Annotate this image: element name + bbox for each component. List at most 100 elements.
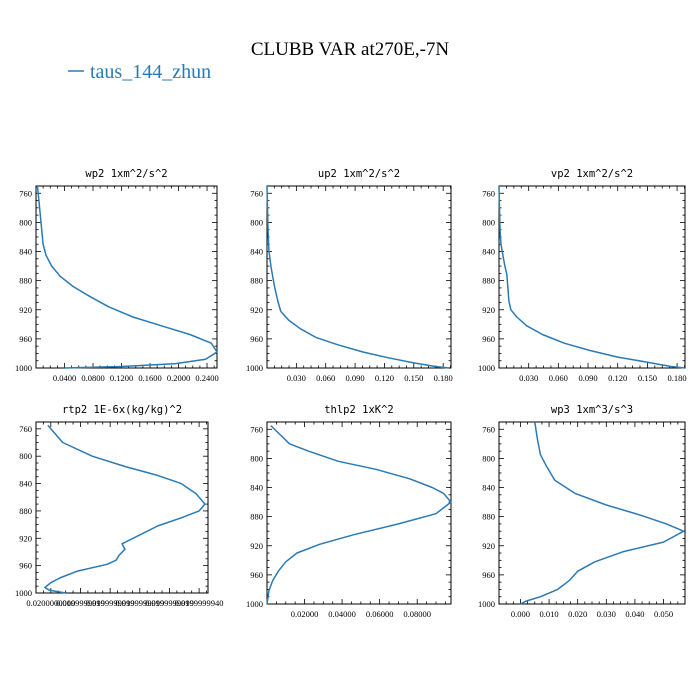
y-tick-label: 840: [482, 247, 495, 257]
y-tick-label: 1000: [478, 363, 495, 373]
y-tick-label: 880: [250, 276, 263, 286]
panels: wp2 1xm^2/s^2 760 800 840 880 920 960 1000 0.040…: [15, 168, 687, 619]
x-tick-label: 0.020: [568, 609, 587, 619]
x-tick-label: 0.0400: [53, 373, 76, 383]
series-line: [266, 425, 452, 605]
x-tick-label: 0.04000: [328, 609, 356, 619]
x-tick-label: 0.120: [375, 373, 394, 383]
y-tick-label: 880: [482, 276, 495, 286]
x-tick-label: 0.0199999940: [175, 598, 224, 608]
series-line: [266, 185, 450, 369]
panel-title: wp3 1xm^3/s^3: [551, 404, 633, 416]
x-tick-label: 0.180: [434, 373, 453, 383]
x-tick-label: 0.0200000000: [26, 598, 75, 608]
x-tick-label: 0.120: [608, 373, 627, 383]
panel-title: vp2 1xm^2/s^2: [551, 168, 633, 180]
y-tick-label: 960: [250, 570, 263, 580]
y-tick-label: 920: [250, 305, 263, 315]
y-tick-label: 920: [19, 305, 32, 315]
y-tick-label: 920: [19, 533, 32, 543]
x-tick-label: 0.050: [654, 609, 673, 619]
series-line: [498, 185, 686, 369]
x-tick-label: 0.02000: [291, 609, 319, 619]
y-tick-label: 840: [19, 247, 32, 257]
y-tick-label: 920: [482, 305, 495, 315]
x-tick-label: 0.060: [316, 373, 335, 383]
x-tick-label: 0.000: [511, 609, 530, 619]
y-tick-label: 800: [482, 453, 495, 463]
panel-4: rtp2 1E-6x(kg/kg)^2 760 800 840 880 920 960 100…: [15, 404, 224, 608]
y-tick-label: 800: [19, 451, 32, 461]
y-tick-label: 760: [250, 188, 263, 198]
plot-frame: [266, 421, 452, 605]
y-tick-label: 760: [19, 188, 32, 198]
x-tick-label: 0.0800: [81, 373, 104, 383]
y-tick-label: 760: [482, 424, 495, 434]
y-tick-label: 1000: [246, 363, 263, 373]
y-tick-label: 840: [250, 247, 263, 257]
plot-frame: [35, 421, 209, 594]
y-tick-label: 880: [19, 276, 32, 286]
y-tick-label: 880: [19, 506, 32, 516]
y-tick-label: 880: [482, 512, 495, 522]
x-tick-label: 0.0199999999: [115, 598, 164, 608]
plot-frame: [35, 185, 218, 369]
panel-6: wp3 1xm^3/s^3 760 800 840 880 920 960 1000 0.000…: [478, 404, 686, 619]
y-tick-label: 920: [250, 541, 263, 551]
y-tick-label: 960: [482, 334, 495, 344]
y-tick-label: 840: [482, 483, 495, 493]
x-tick-label: 0.060: [549, 373, 568, 383]
x-tick-label: 0.06000: [366, 609, 394, 619]
y-tick-label: 960: [482, 570, 495, 580]
x-tick-label: 0.030: [287, 373, 306, 383]
y-tick-label: 1000: [15, 588, 32, 598]
y-tick-label: 760: [19, 424, 32, 434]
series-line: [36, 185, 218, 369]
x-tick-label: 0.0199999999: [145, 598, 194, 608]
x-tick-label: 0.150: [638, 373, 657, 383]
x-tick-label: 0.2000: [167, 373, 190, 383]
x-tick-label: 0.1200: [110, 373, 133, 383]
y-tick-label: 960: [19, 334, 32, 344]
x-tick-label: 0.030: [597, 609, 616, 619]
y-tick-label: 840: [250, 483, 263, 493]
plot-frame: [498, 421, 686, 605]
panel-title: rtp2 1E-6x(kg/kg)^2: [62, 404, 182, 416]
y-tick-label: 760: [482, 188, 495, 198]
plot-frame: [266, 185, 452, 369]
series-line: [44, 424, 206, 594]
y-tick-label: 800: [250, 453, 263, 463]
figure-title: CLUBB VAR at270E,-7N: [251, 39, 450, 60]
legend: taus_144_zhun: [68, 61, 211, 83]
y-tick-label: 840: [19, 479, 32, 489]
y-tick-label: 800: [19, 217, 32, 227]
y-tick-label: 1000: [246, 599, 263, 609]
y-tick-label: 920: [482, 541, 495, 551]
legend-label: taus_144_zhun: [90, 61, 211, 83]
y-tick-label: 960: [19, 561, 32, 571]
y-tick-label: 1000: [478, 599, 495, 609]
x-tick-label: 0.040: [625, 609, 644, 619]
y-tick-label: 800: [250, 217, 263, 227]
panel-title: up2 1xm^2/s^2: [318, 168, 400, 180]
x-tick-label: 0.0199999999: [86, 598, 135, 608]
panel-title: thlp2 1xK^2: [324, 404, 394, 416]
x-tick-label: 0.180: [668, 373, 687, 383]
panel-title: wp2 1xm^2/s^2: [85, 168, 167, 180]
x-tick-label: 0.0199999999: [56, 598, 105, 608]
panel-1: wp2 1xm^2/s^2 760 800 840 880 920 960 1000 0.040…: [15, 168, 219, 383]
plot-frame: [498, 185, 686, 369]
x-tick-label: 0.150: [404, 373, 423, 383]
x-tick-label: 0.030: [519, 373, 538, 383]
x-tick-label: 0.1600: [138, 373, 161, 383]
series-line: [520, 421, 685, 605]
panel-3: vp2 1xm^2/s^2 760 800 840 880 920 960 1000 0.030…: [478, 168, 687, 383]
panel-2: up2 1xm^2/s^2 760 800 840 880 920 960 1000 0.030…: [246, 168, 453, 383]
y-tick-label: 760: [250, 424, 263, 434]
x-tick-label: 0.010: [540, 609, 559, 619]
y-tick-label: 800: [482, 217, 495, 227]
x-tick-label: 0.090: [346, 373, 365, 383]
x-tick-label: 0.090: [578, 373, 597, 383]
y-tick-label: 1000: [15, 363, 32, 373]
